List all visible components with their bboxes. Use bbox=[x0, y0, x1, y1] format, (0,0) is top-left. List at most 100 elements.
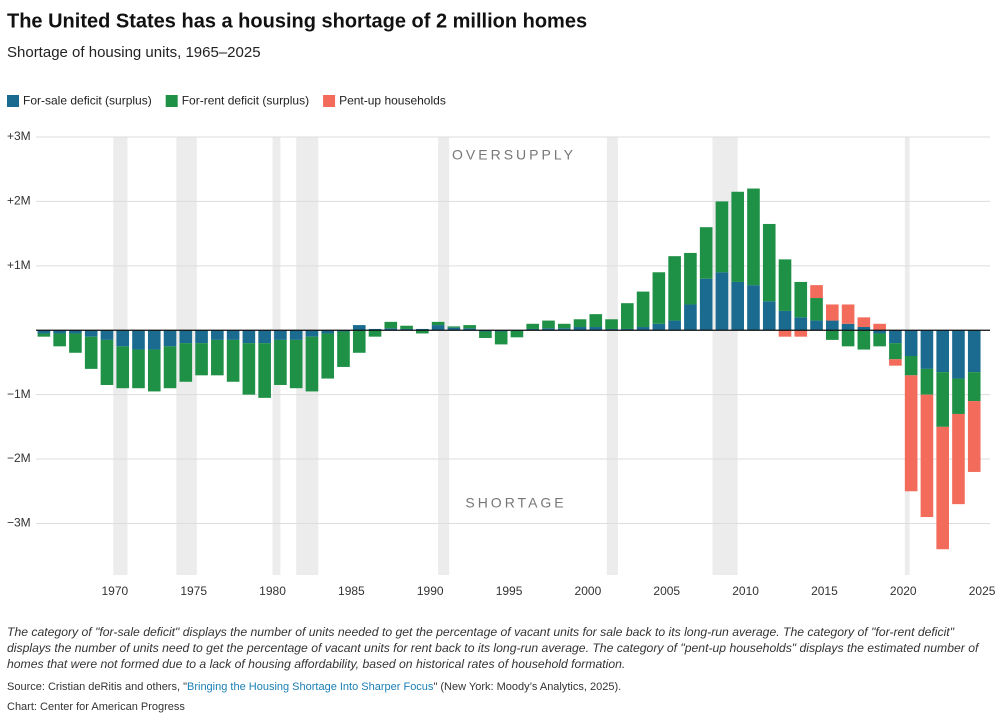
bar-segment bbox=[936, 426, 950, 550]
bar-segment bbox=[463, 325, 476, 329]
bar-segment bbox=[889, 343, 902, 360]
bar-segment bbox=[116, 330, 130, 347]
bar-segment bbox=[100, 330, 114, 340]
bar-segment bbox=[699, 227, 713, 279]
bar-segment bbox=[857, 317, 871, 328]
y-tick-label: −2M bbox=[7, 451, 31, 465]
bar-segment bbox=[715, 201, 729, 273]
bar-segment bbox=[557, 323, 571, 329]
bar-segment bbox=[715, 272, 729, 331]
bar-segment bbox=[889, 359, 902, 366]
bar-segment bbox=[431, 321, 445, 326]
bar-segment bbox=[794, 281, 808, 318]
bar-segment bbox=[274, 339, 287, 385]
footnote: The category of "for-sale deficit" displ… bbox=[7, 625, 979, 671]
bar-segment bbox=[368, 330, 382, 337]
bar-segment bbox=[762, 301, 776, 331]
bar-segment bbox=[352, 325, 366, 331]
bar-segment bbox=[147, 349, 161, 392]
bar-segment bbox=[904, 375, 918, 492]
x-tick-label: 1990 bbox=[417, 584, 444, 598]
bar-segment bbox=[321, 330, 335, 334]
annotation: SHORTAGE bbox=[465, 495, 566, 511]
bar-segment bbox=[684, 304, 697, 331]
x-tick-label: 2025 bbox=[969, 584, 996, 598]
legend-label: For-rent deficit (surplus) bbox=[182, 94, 309, 108]
bar-segment bbox=[573, 327, 587, 331]
bar-segment bbox=[841, 323, 855, 331]
bar-segment bbox=[53, 333, 66, 347]
bar-segment bbox=[731, 191, 745, 282]
bar-segment bbox=[684, 252, 697, 305]
bar-segment bbox=[211, 330, 224, 340]
bar-segment bbox=[69, 330, 82, 334]
bar-segment bbox=[195, 343, 208, 376]
bar-segment bbox=[621, 303, 634, 329]
y-tick-label: −1M bbox=[7, 387, 31, 401]
legend-label: For-sale deficit (surplus) bbox=[23, 94, 152, 108]
bar-segment bbox=[163, 346, 177, 389]
x-tick-label: 1980 bbox=[259, 584, 286, 598]
bar-segment bbox=[84, 330, 98, 337]
bar-segment bbox=[841, 304, 855, 324]
x-tick-label: 2000 bbox=[575, 584, 602, 598]
bar-segment bbox=[747, 188, 760, 286]
bar-segment bbox=[352, 330, 366, 353]
bar-segment bbox=[431, 325, 445, 331]
bar-segment bbox=[967, 372, 981, 402]
bar-segment bbox=[305, 330, 319, 337]
bar-segment bbox=[589, 327, 603, 331]
bar-segment bbox=[967, 401, 981, 472]
bar-segment bbox=[542, 320, 555, 329]
bar-segment bbox=[826, 320, 839, 331]
bar-segment bbox=[37, 330, 51, 334]
bar-segment bbox=[479, 331, 492, 338]
bar-segment bbox=[652, 272, 666, 324]
bar-segment bbox=[242, 330, 256, 344]
bar-segment bbox=[305, 336, 319, 392]
bar-segment bbox=[463, 328, 476, 331]
bar-segment bbox=[636, 291, 650, 328]
bar-segment bbox=[384, 321, 398, 329]
bar-segment bbox=[826, 304, 839, 321]
bar-segment bbox=[810, 320, 823, 331]
bar-segment bbox=[668, 256, 681, 321]
bar-segment bbox=[621, 328, 634, 331]
y-tick-label: +2M bbox=[7, 194, 31, 208]
y-tick-label: +3M bbox=[7, 129, 31, 143]
bar-segment bbox=[778, 259, 792, 311]
bar-segment bbox=[857, 330, 871, 350]
bar-segment bbox=[778, 310, 792, 331]
bar-segment bbox=[53, 330, 66, 334]
bar-segment bbox=[873, 323, 886, 331]
bar-segment bbox=[447, 326, 461, 328]
shaded-period bbox=[606, 137, 618, 575]
bar-segment bbox=[258, 343, 271, 398]
bar-segment bbox=[841, 330, 855, 347]
bar-segment bbox=[195, 330, 208, 344]
bar-segment bbox=[542, 328, 555, 331]
bar-segment bbox=[116, 346, 130, 389]
bar-segment bbox=[37, 333, 51, 337]
bar-segment bbox=[652, 323, 666, 331]
bar-segment bbox=[84, 336, 98, 369]
bar-segment bbox=[337, 331, 350, 367]
bar-segment bbox=[510, 330, 524, 338]
x-tick-label: 2010 bbox=[732, 584, 759, 598]
x-tick-label: 2015 bbox=[811, 584, 838, 598]
bar-segment bbox=[557, 328, 571, 331]
bar-segment bbox=[873, 333, 886, 347]
annotation: OVERSUPPLY bbox=[452, 147, 576, 163]
bar-segment bbox=[147, 330, 161, 350]
bar-segment bbox=[179, 330, 193, 344]
legend-swatch bbox=[7, 95, 19, 107]
bar-segment bbox=[226, 330, 240, 340]
bar-segment bbox=[952, 378, 965, 414]
bar-segment bbox=[920, 394, 934, 518]
source-link[interactable]: Bringing the Housing Shortage Into Sharp… bbox=[187, 681, 434, 693]
legend-swatch bbox=[165, 95, 178, 107]
bar-segment bbox=[605, 319, 618, 329]
bar-segment bbox=[163, 330, 177, 347]
bar-segment bbox=[479, 330, 492, 332]
